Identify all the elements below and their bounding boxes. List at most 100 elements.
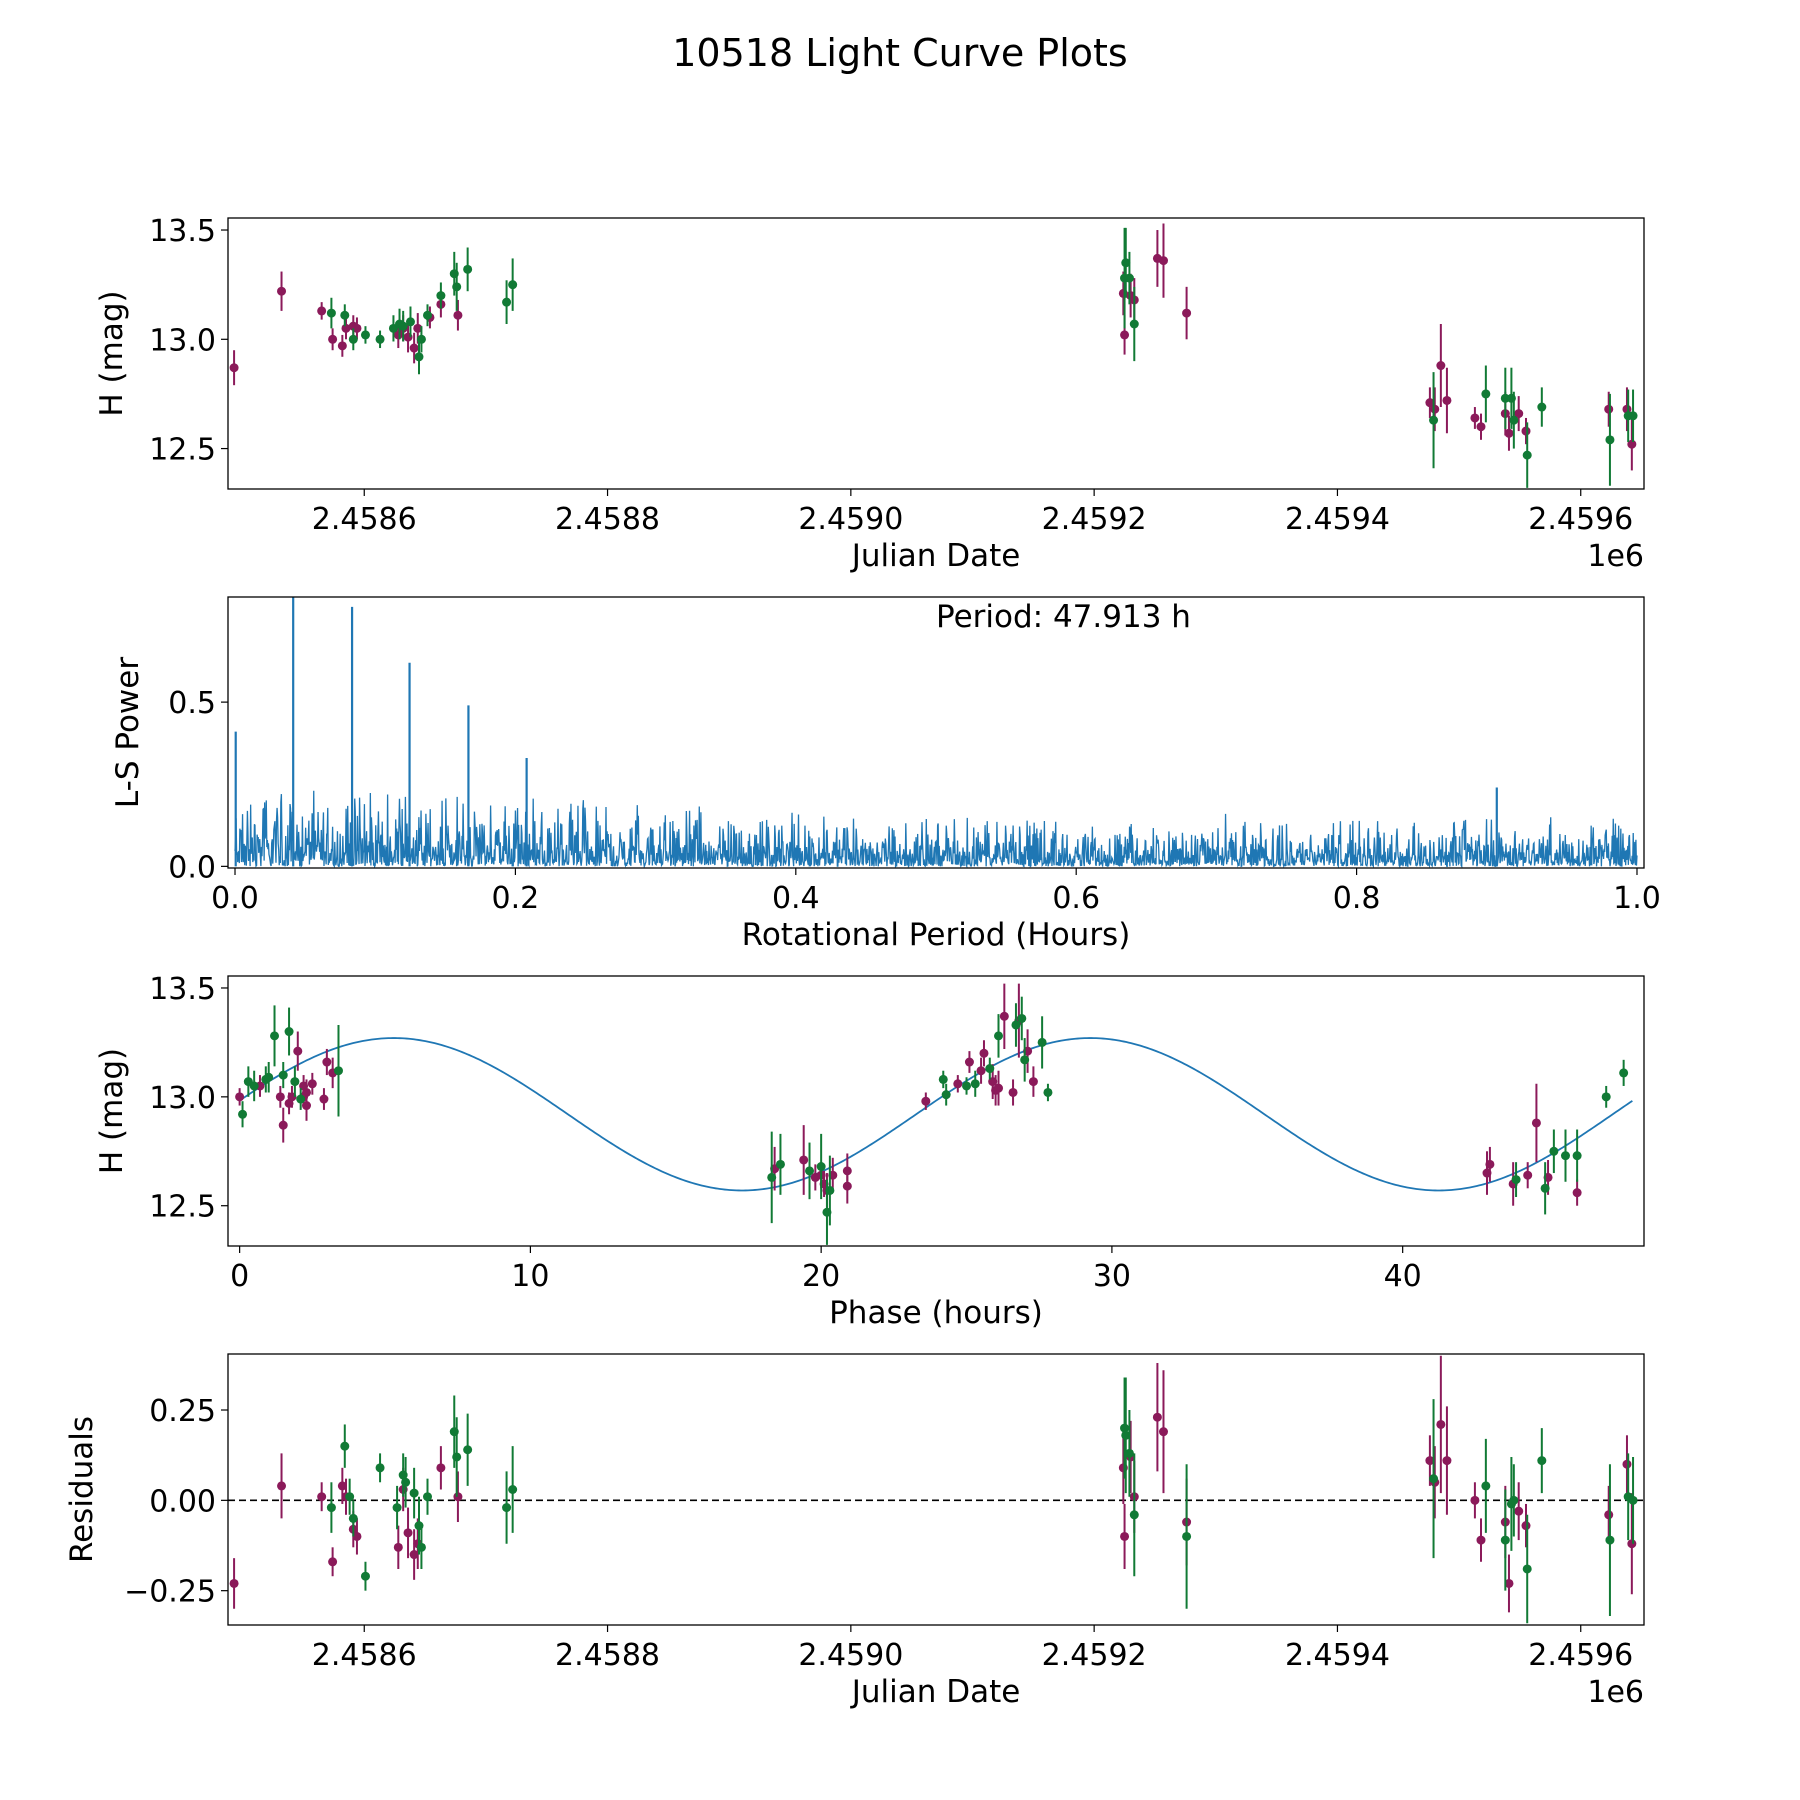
data-point (1436, 1419, 1446, 1429)
data-point (1182, 1531, 1192, 1541)
x-tick-label: 2.4596 (1528, 1638, 1633, 1673)
x-tick-label: 10 (511, 1259, 549, 1294)
data-point (352, 323, 362, 333)
data-point (962, 1081, 972, 1091)
x-tick-label: 2.4594 (1285, 502, 1390, 537)
x-offset-label: 1e6 (1587, 539, 1644, 574)
data-point (1500, 1535, 1510, 1545)
plot-area (235, 983, 1633, 1245)
data-point (333, 1066, 343, 1076)
data-point (1504, 428, 1514, 438)
plot-area (228, 1355, 1644, 1624)
data-point (1436, 361, 1446, 371)
data-point (1476, 1535, 1486, 1545)
data-point (1514, 1506, 1524, 1516)
data-point (345, 1492, 355, 1502)
green-series (326, 1377, 1638, 1624)
data-point (238, 1109, 248, 1119)
axes-frame (227, 1353, 1645, 1626)
data-point (423, 310, 433, 320)
data-point (413, 323, 423, 333)
y-tick-label: 12.5 (149, 433, 216, 468)
data-point (1572, 1188, 1582, 1198)
y-tick-label: 13.0 (149, 323, 216, 358)
data-point (1521, 1521, 1531, 1531)
axes-frame (227, 596, 1645, 869)
data-point (341, 323, 351, 333)
data-point (326, 1503, 336, 1513)
data-point (1158, 256, 1168, 266)
data-point (1158, 1427, 1168, 1437)
data-point (1129, 319, 1139, 329)
data-point (999, 1011, 1009, 1021)
data-point (1011, 1020, 1021, 1030)
data-point (1522, 450, 1532, 460)
data-point (409, 1488, 419, 1498)
data-point (326, 308, 336, 318)
data-point (1485, 1159, 1495, 1169)
data-point (825, 1185, 835, 1195)
data-point (229, 363, 239, 373)
periodogram-panel: 0.0 0.2 0.4 0.6 0.8 1.0 0.0 0.5 Rotational Perio… (110, 596, 1661, 953)
data-point (964, 1057, 974, 1067)
data-point (307, 1079, 317, 1089)
x-axis-label: Julian Date (850, 538, 1021, 574)
data-point (340, 310, 350, 320)
y-tick-label: −0.25 (124, 1575, 216, 1610)
data-point (453, 1492, 463, 1502)
x-tick-label: 2.4586 (312, 1638, 417, 1673)
x-tick-label: 20 (802, 1259, 840, 1294)
data-point (348, 1513, 358, 1523)
data-point (1430, 404, 1440, 414)
data-point (1043, 1087, 1053, 1097)
data-point (1604, 1510, 1614, 1520)
data-point (1628, 1495, 1638, 1505)
period-annotation: Period: 47.913 h (936, 599, 1191, 635)
x-tick-label: 0.2 (492, 881, 540, 916)
data-point (1182, 308, 1192, 318)
data-point (1425, 398, 1435, 408)
data-point (317, 1492, 327, 1502)
data-point (1531, 1118, 1541, 1128)
data-point (1627, 1539, 1637, 1549)
data-point (328, 334, 338, 344)
data-point (1622, 1459, 1632, 1469)
data-point (1121, 258, 1131, 268)
y-tick-label: 13.5 (149, 214, 216, 249)
data-point (375, 334, 385, 344)
x-tick-label: 40 (1384, 1259, 1422, 1294)
x-tick-label: 2.4588 (555, 1638, 660, 1673)
data-point (264, 1072, 274, 1082)
axes-frame (227, 975, 1645, 1247)
data-point (249, 1081, 259, 1091)
y-axis-label: H (mag) (94, 290, 130, 416)
plot-area (229, 223, 1638, 488)
data-point (1549, 1146, 1559, 1156)
data-point (436, 291, 446, 301)
x-tick-label: 30 (1093, 1259, 1131, 1294)
data-point (392, 1503, 402, 1513)
data-point (393, 330, 403, 340)
data-point (229, 1578, 239, 1588)
magenta-series (235, 983, 1582, 1208)
data-point (322, 1057, 332, 1067)
data-point (1504, 1578, 1514, 1588)
y-axis-label: H (mag) (94, 1048, 130, 1174)
data-point (1627, 439, 1637, 449)
data-point (1601, 1092, 1611, 1102)
data-point (1628, 411, 1638, 421)
data-point (976, 1066, 986, 1076)
x-tick-label: 2.4596 (1528, 502, 1633, 537)
x-tick-label: 2.4586 (312, 502, 417, 537)
x-tick-label: 0.0 (211, 881, 259, 916)
y-tick-label: 0.5 (168, 686, 216, 721)
data-point (293, 1046, 303, 1056)
data-point (436, 1463, 446, 1473)
x-tick-label: 0.6 (1052, 881, 1100, 916)
data-point (979, 1048, 989, 1058)
data-point (296, 1094, 306, 1104)
phase-fold-panel: 0 10 20 30 40 12.5 13.0 13.5 Phase (hours) H (mag… (94, 972, 1645, 1331)
data-point (1129, 1510, 1139, 1520)
data-point (1476, 422, 1486, 432)
